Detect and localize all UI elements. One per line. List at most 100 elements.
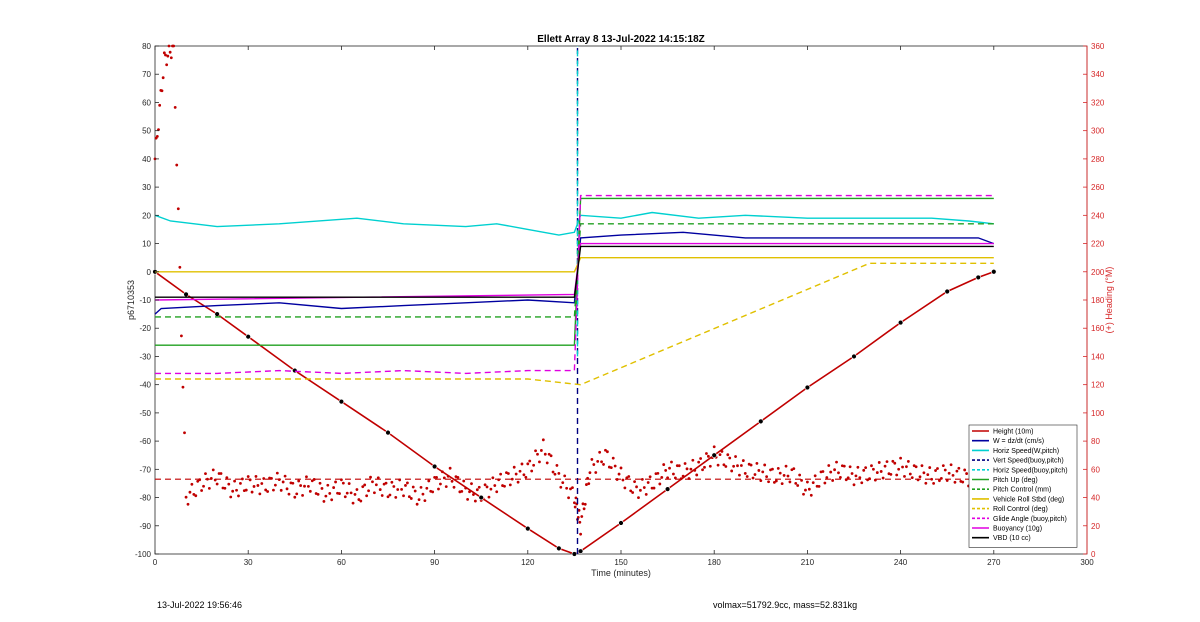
heading-point [295, 492, 299, 496]
heading-point [596, 459, 600, 463]
heading-point [279, 488, 283, 492]
heading-point [724, 465, 728, 468]
heading-point [629, 489, 633, 493]
heading-point [168, 50, 172, 54]
heading-point [213, 478, 217, 482]
heading-point [936, 467, 939, 470]
heading-point [460, 489, 464, 493]
heading-point [567, 496, 570, 500]
heading-point [561, 481, 565, 484]
heading-point [541, 438, 545, 442]
heading-point [743, 472, 747, 475]
height-marker [183, 291, 189, 298]
heading-point [848, 465, 852, 469]
heading-point [908, 472, 912, 476]
heading-point [623, 486, 627, 490]
heading-point [879, 470, 883, 473]
heading-point [340, 478, 343, 482]
heading-point [728, 456, 732, 460]
heading-point [581, 502, 585, 506]
heading-point [281, 480, 285, 484]
heading-point [642, 486, 646, 489]
heading-point [739, 464, 743, 467]
heading-point [666, 476, 669, 480]
heading-point [547, 452, 551, 456]
heading-point [811, 481, 815, 484]
heading-point [792, 467, 796, 471]
heading-point [941, 464, 945, 468]
heading-point [846, 476, 850, 480]
x-axis-label: Time (minutes) [591, 568, 651, 578]
heading-point [175, 163, 179, 167]
x-tick-label: 0 [153, 558, 158, 567]
heading-point [183, 431, 186, 435]
heading-point [466, 497, 470, 501]
heading-point [708, 464, 712, 468]
heading-point [788, 480, 792, 484]
heading-point [155, 134, 159, 138]
heading-point [495, 490, 499, 494]
y-right-axis-label: (+) Heading (°M) [1104, 267, 1114, 334]
heading-point [683, 462, 687, 465]
heading-point [320, 487, 324, 490]
series-line [155, 245, 994, 298]
heading-point [951, 473, 955, 477]
heading-point [555, 464, 559, 467]
heading-point [926, 473, 930, 477]
heading-point [184, 495, 188, 499]
heading-point [409, 497, 413, 500]
heading-point [384, 481, 388, 485]
heading-point [621, 478, 625, 482]
heading-point [697, 460, 701, 464]
heading-point [829, 470, 833, 474]
heading-point [209, 477, 213, 480]
heading-point [640, 478, 644, 481]
heading-point [472, 493, 475, 496]
height-marker [385, 429, 391, 436]
series-line [155, 262, 994, 386]
heading-point [786, 474, 790, 478]
heading-point [945, 479, 949, 482]
heading-point [491, 476, 495, 480]
heading-point [475, 488, 479, 492]
height-marker [214, 311, 220, 317]
heading-point [583, 502, 587, 506]
x-tick-label: 30 [244, 558, 253, 567]
heading-point [889, 472, 893, 476]
heading-point [672, 472, 675, 476]
y-tick-label: -100 [135, 550, 152, 559]
heading-point [285, 487, 289, 491]
heading-point [357, 498, 361, 501]
heading-point [870, 464, 873, 468]
heading-point [749, 463, 753, 467]
height-marker [711, 452, 717, 458]
heading-point [287, 492, 291, 496]
heading-point [675, 464, 679, 468]
heading-point [514, 472, 518, 476]
heading-point [827, 464, 831, 467]
heading-point [272, 488, 275, 492]
heading-point [905, 465, 908, 469]
heading-point [178, 265, 182, 269]
heading-point [965, 472, 969, 475]
x-tick-label: 270 [987, 558, 1001, 567]
heading-point [842, 464, 846, 468]
heading-point [767, 480, 770, 484]
legend-entry: VBD (10 cc) [993, 535, 1031, 542]
heading-point [578, 520, 582, 524]
heading-point [712, 445, 716, 449]
y-axis-label: p6710353 [126, 280, 136, 320]
heading-point [204, 472, 207, 476]
heading-point [617, 472, 621, 476]
heading-point [738, 473, 741, 477]
heading-point [953, 480, 957, 484]
heading-point [386, 495, 390, 499]
y-tick-label: -10 [139, 296, 151, 305]
heading-point [328, 492, 332, 495]
heading-point [794, 481, 798, 485]
heading-point [528, 459, 532, 463]
heading-point [920, 464, 924, 468]
heading-point [485, 485, 489, 489]
heading-point [543, 452, 547, 456]
